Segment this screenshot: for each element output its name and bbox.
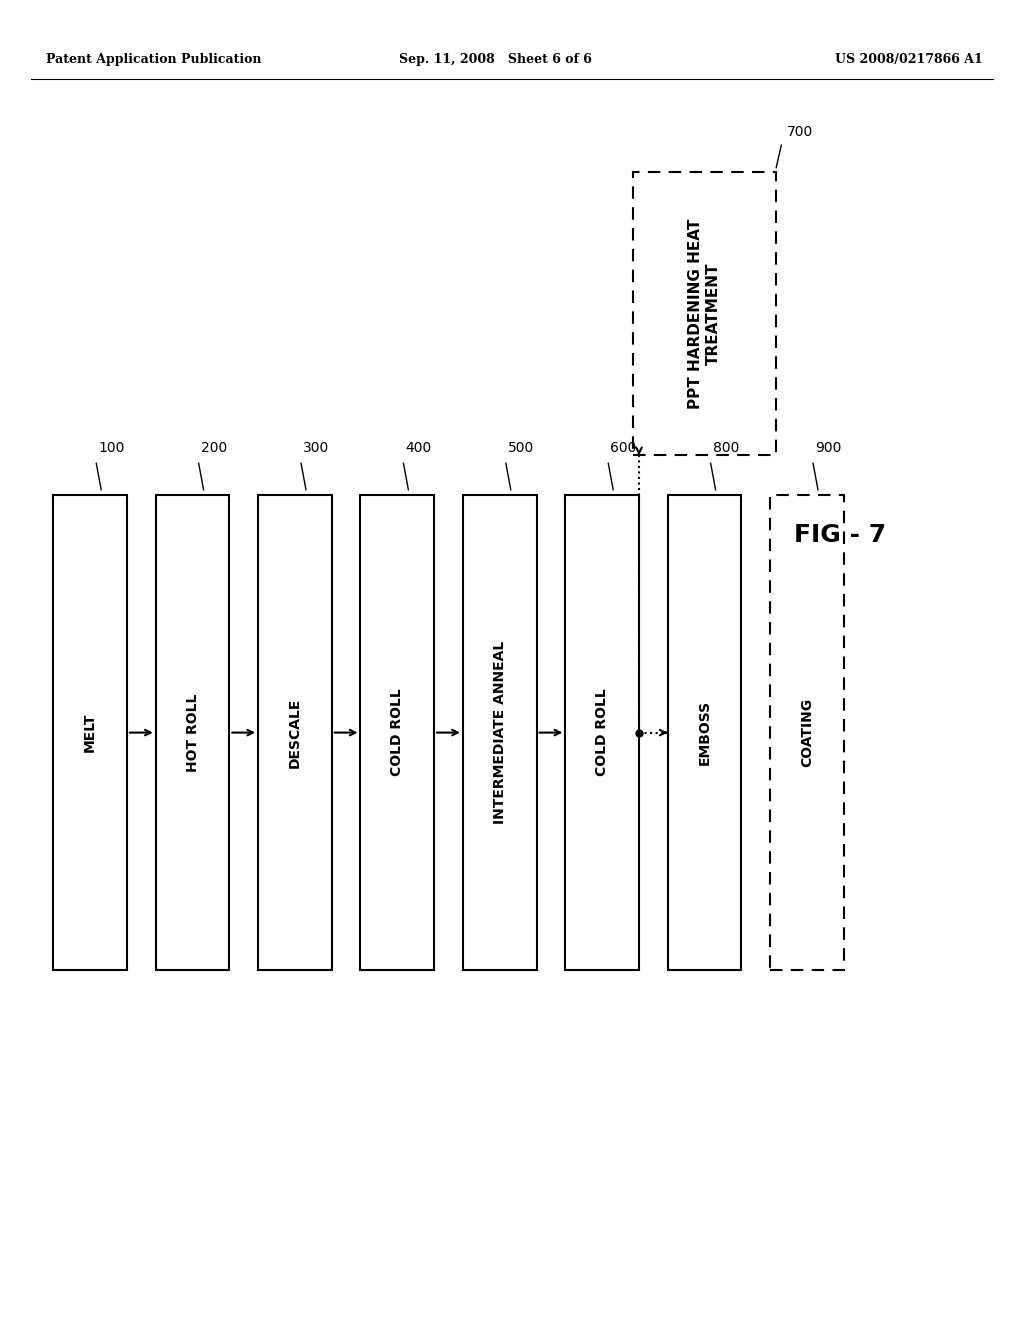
Bar xyxy=(360,495,434,970)
Text: 400: 400 xyxy=(406,441,432,455)
Text: 900: 900 xyxy=(815,441,842,455)
Text: US 2008/0217866 A1: US 2008/0217866 A1 xyxy=(836,53,983,66)
Text: Patent Application Publication: Patent Application Publication xyxy=(46,53,261,66)
Text: DESCALE: DESCALE xyxy=(288,697,302,768)
Bar xyxy=(770,495,844,970)
Text: 700: 700 xyxy=(786,124,813,139)
Text: EMBOSS: EMBOSS xyxy=(697,700,712,766)
Bar xyxy=(668,495,741,970)
Text: 800: 800 xyxy=(713,441,739,455)
Text: Sep. 11, 2008   Sheet 6 of 6: Sep. 11, 2008 Sheet 6 of 6 xyxy=(399,53,592,66)
Bar xyxy=(633,172,776,455)
Bar xyxy=(258,495,332,970)
Text: FIG - 7: FIG - 7 xyxy=(794,523,886,546)
Text: 300: 300 xyxy=(303,441,330,455)
Text: 600: 600 xyxy=(610,441,637,455)
Text: MELT: MELT xyxy=(83,713,97,752)
Text: COLD ROLL: COLD ROLL xyxy=(390,689,404,776)
Text: PPT HARDENING HEAT
TREATMENT: PPT HARDENING HEAT TREATMENT xyxy=(688,218,721,409)
Text: INTERMEDIATE ANNEAL: INTERMEDIATE ANNEAL xyxy=(493,642,507,824)
Text: 100: 100 xyxy=(98,441,125,455)
Text: 500: 500 xyxy=(508,441,535,455)
Text: COATING: COATING xyxy=(800,698,814,767)
Text: 200: 200 xyxy=(201,441,227,455)
Bar xyxy=(53,495,127,970)
Text: COLD ROLL: COLD ROLL xyxy=(595,689,609,776)
Bar xyxy=(463,495,537,970)
Bar xyxy=(565,495,639,970)
Bar xyxy=(156,495,229,970)
Text: HOT ROLL: HOT ROLL xyxy=(185,693,200,772)
